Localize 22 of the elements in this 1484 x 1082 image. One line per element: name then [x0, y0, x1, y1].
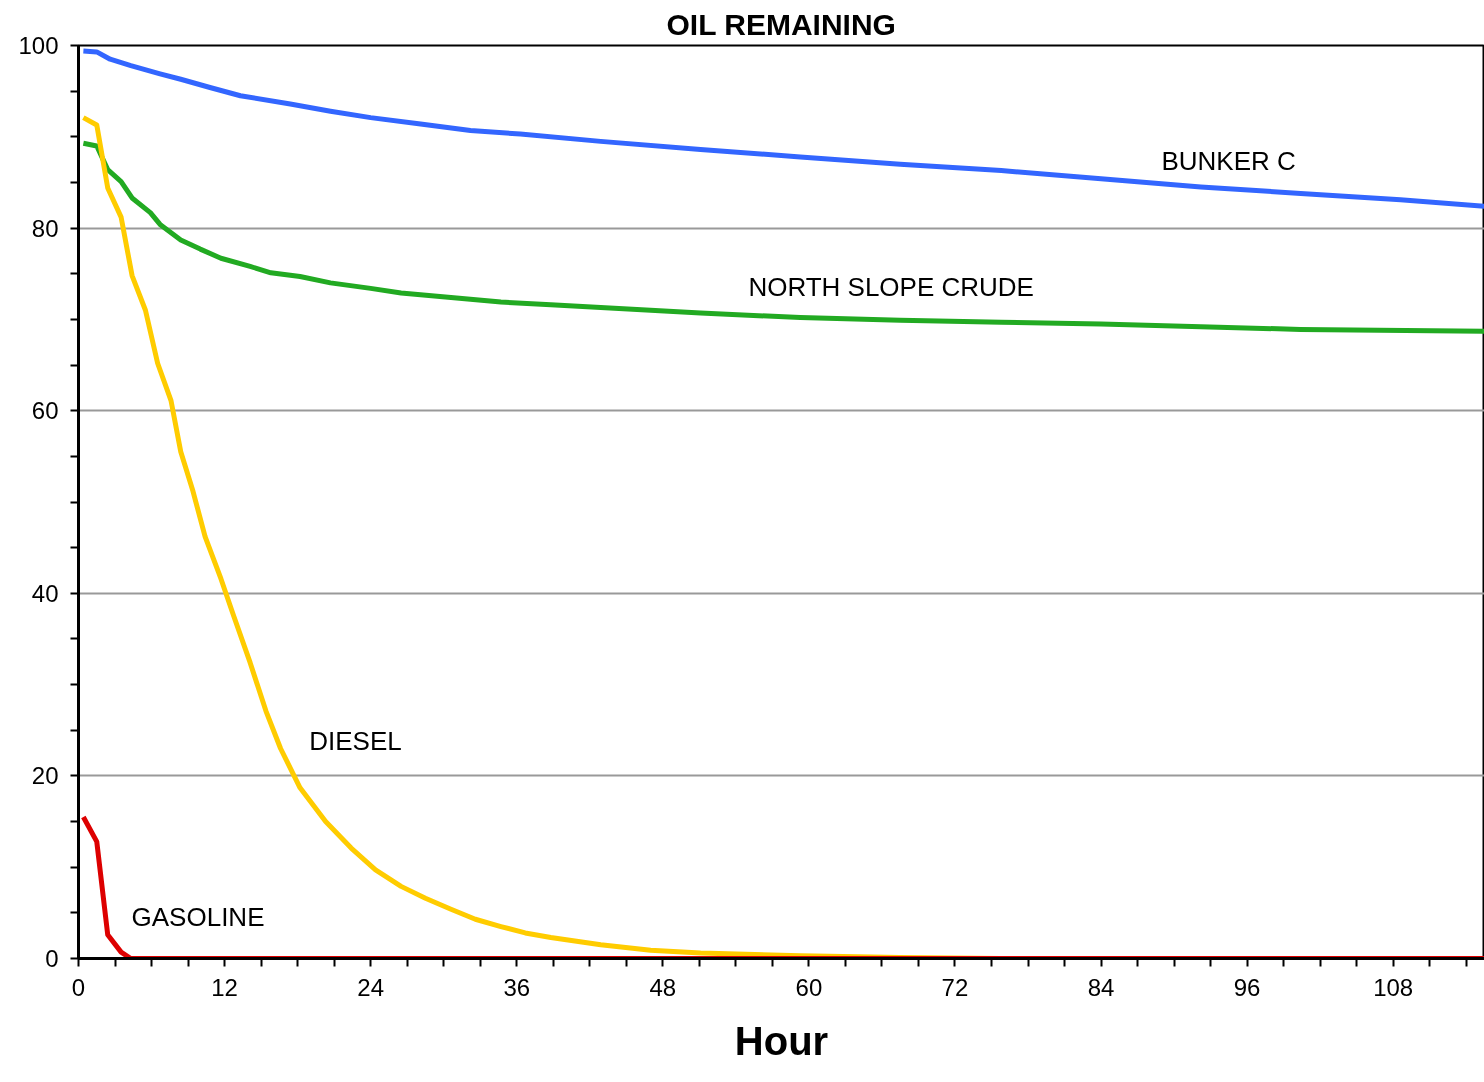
- x-tick-label: 60: [795, 973, 823, 1001]
- chart-title: OIL REMAINING: [666, 7, 896, 41]
- series-label: GASOLINE: [131, 901, 265, 932]
- y-tick-label: 0: [45, 945, 59, 972]
- x-tick-label: 96: [1233, 973, 1261, 1001]
- x-tick-label: 12: [211, 973, 238, 1001]
- x-tick-label: 36: [503, 973, 531, 1001]
- x-tick-label: 84: [1087, 973, 1115, 1001]
- x-tick-label: 24: [357, 973, 385, 1001]
- y-tick-label: 100: [18, 32, 59, 59]
- y-tick-label: 80: [31, 214, 59, 242]
- y-tick-label: 60: [31, 397, 59, 425]
- x-tick-label: 108: [1373, 973, 1414, 1001]
- y-tick-label: 40: [31, 579, 59, 607]
- series-label: BUNKER C: [1161, 145, 1296, 176]
- series-label: NORTH SLOPE CRUDE: [748, 272, 1034, 303]
- x-tick-label: 48: [649, 973, 677, 1001]
- x-tick-label: 0: [71, 973, 86, 1001]
- x-axis-title: Hour: [734, 1018, 829, 1063]
- y-tick-label: 20: [31, 762, 59, 790]
- x-tick-label: 72: [941, 973, 969, 1001]
- series-label: DIESEL: [309, 726, 402, 757]
